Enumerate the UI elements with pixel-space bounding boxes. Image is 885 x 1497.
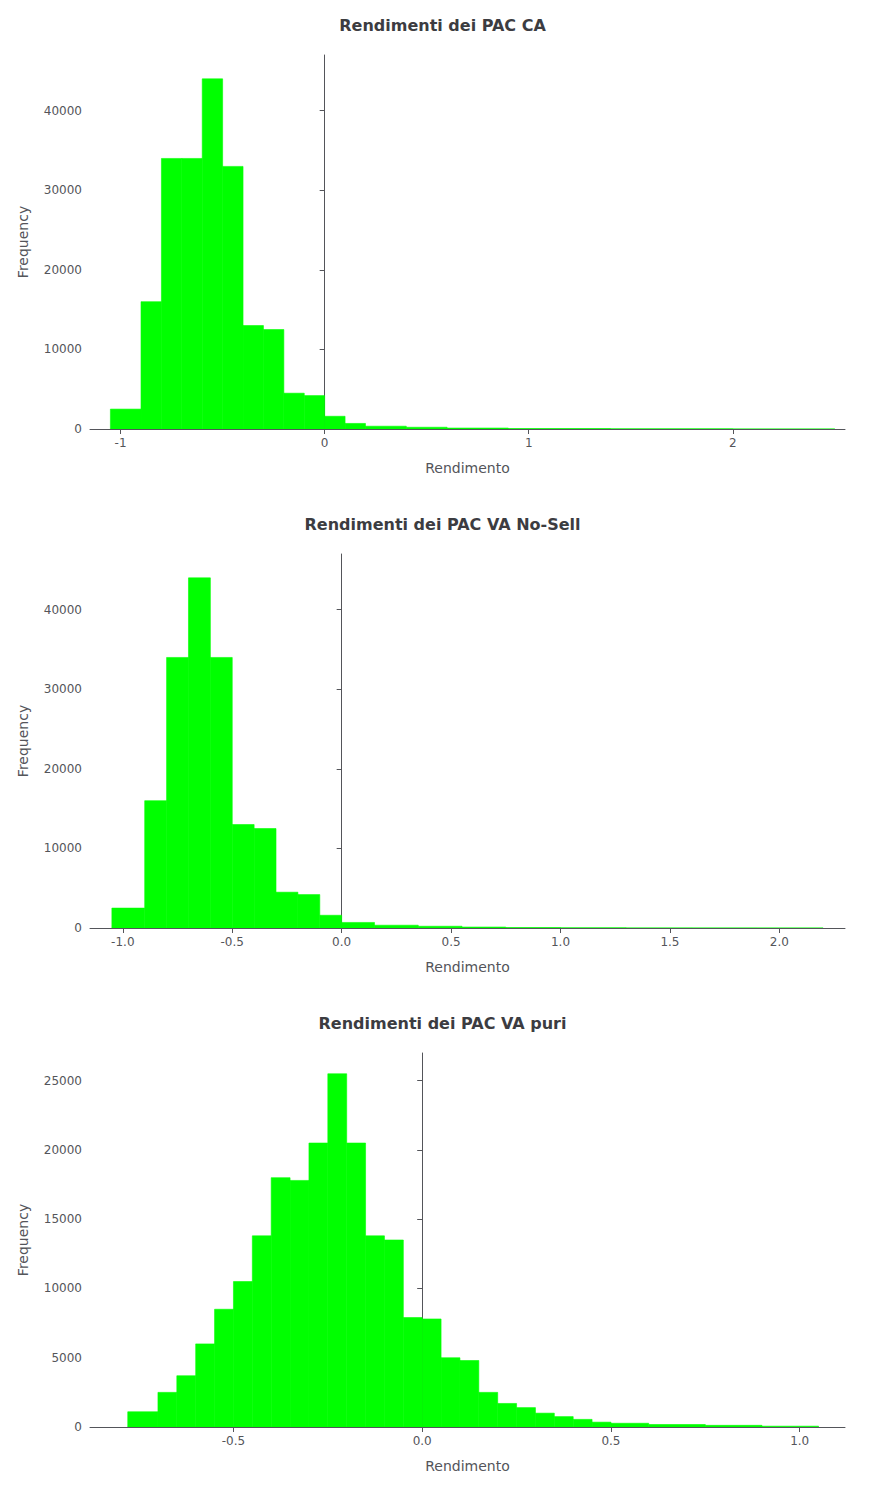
- svg-text:30000: 30000: [44, 682, 82, 696]
- svg-text:20000: 20000: [44, 263, 82, 277]
- svg-text:-0.5: -0.5: [222, 1434, 245, 1448]
- svg-text:10000: 10000: [44, 1281, 82, 1295]
- svg-text:1: 1: [525, 436, 533, 450]
- svg-text:10000: 10000: [44, 342, 82, 356]
- svg-text:30000: 30000: [44, 183, 82, 197]
- svg-text:5000: 5000: [51, 1351, 82, 1365]
- svg-text:Rendimento: Rendimento: [425, 460, 510, 476]
- svg-text:Rendimenti dei PAC VA No-Sell: Rendimenti dei PAC VA No-Sell: [304, 515, 580, 534]
- svg-text:25000: 25000: [44, 1074, 82, 1088]
- svg-text:0: 0: [74, 921, 82, 935]
- svg-text:Rendimenti dei PAC CA: Rendimenti dei PAC CA: [339, 16, 546, 35]
- svg-text:0.5: 0.5: [601, 1434, 620, 1448]
- svg-text:Rendimento: Rendimento: [425, 1458, 510, 1474]
- svg-text:0: 0: [74, 422, 82, 436]
- svg-text:2: 2: [729, 436, 737, 450]
- svg-text:-1: -1: [115, 436, 127, 450]
- svg-text:20000: 20000: [44, 762, 82, 776]
- svg-text:1.0: 1.0: [551, 935, 570, 949]
- svg-text:40000: 40000: [44, 603, 82, 617]
- svg-text:-0.5: -0.5: [221, 935, 244, 949]
- svg-text:1.5: 1.5: [660, 935, 679, 949]
- svg-text:0: 0: [321, 436, 329, 450]
- svg-text:-1.0: -1.0: [111, 935, 134, 949]
- svg-text:0.0: 0.0: [413, 1434, 432, 1448]
- svg-text:Frequency: Frequency: [15, 1204, 31, 1276]
- svg-text:0.0: 0.0: [332, 935, 351, 949]
- svg-text:40000: 40000: [44, 104, 82, 118]
- svg-text:1.0: 1.0: [790, 1434, 809, 1448]
- svg-text:Rendimento: Rendimento: [425, 959, 510, 975]
- svg-text:10000: 10000: [44, 841, 82, 855]
- svg-text:15000: 15000: [44, 1212, 82, 1226]
- svg-text:2.0: 2.0: [770, 935, 789, 949]
- svg-text:Frequency: Frequency: [15, 705, 31, 777]
- svg-text:0: 0: [74, 1420, 82, 1434]
- svg-text:20000: 20000: [44, 1143, 82, 1157]
- svg-text:Rendimenti dei PAC VA puri: Rendimenti dei PAC VA puri: [319, 1014, 567, 1033]
- svg-text:Frequency: Frequency: [15, 206, 31, 278]
- svg-text:0.5: 0.5: [442, 935, 461, 949]
